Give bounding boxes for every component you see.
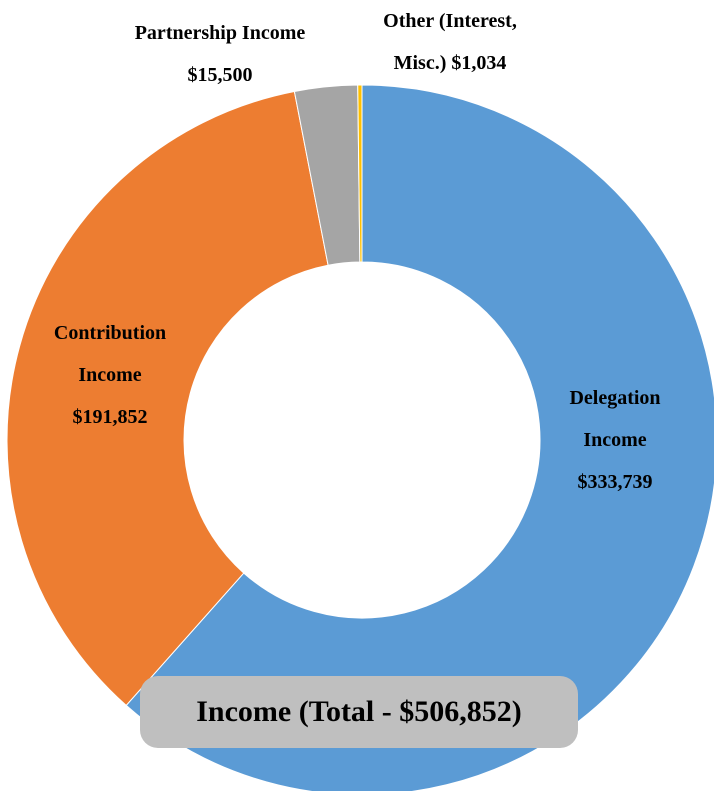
category-label: Contribution Income bbox=[53, 322, 167, 386]
donut-slice bbox=[125, 84, 714, 791]
value-label: $1,034 bbox=[451, 52, 507, 74]
donut-slice bbox=[357, 84, 363, 263]
value-label: $333,739 bbox=[577, 471, 653, 493]
value-label: $15,500 bbox=[187, 64, 253, 86]
slice-label: Contribution Income $191,852 bbox=[30, 312, 190, 438]
value-label: $191,852 bbox=[72, 406, 148, 428]
category-label: Other (Interest, Misc.) bbox=[383, 10, 517, 74]
slice-label: Delegation Income $333,739 bbox=[545, 377, 685, 503]
category-label: Partnership Income bbox=[134, 22, 306, 44]
donut-slice bbox=[6, 90, 329, 707]
slice-label: Partnership Income $15,500 bbox=[90, 12, 350, 96]
category-label: Delegation Income bbox=[569, 387, 661, 451]
chart-title: Income (Total - $506,852) bbox=[140, 676, 578, 748]
slice-label: Other (Interest, Misc.) $1,034 bbox=[360, 0, 540, 84]
